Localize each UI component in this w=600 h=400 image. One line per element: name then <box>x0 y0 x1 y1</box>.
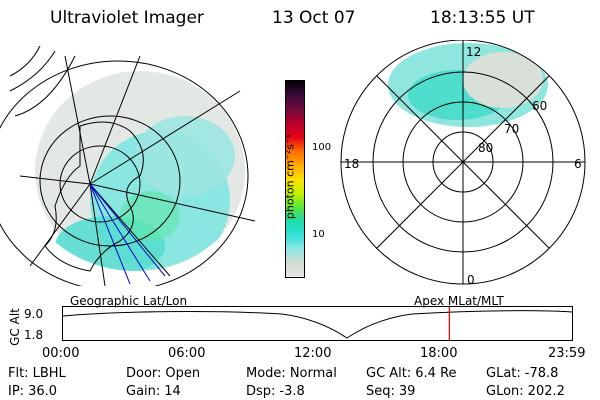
altitude-plot <box>62 306 573 341</box>
apex-label: Apex MLat/MLT <box>414 294 504 308</box>
mlat-label-70: 70 <box>504 122 519 136</box>
mlt-label-0: 0 <box>467 273 475 287</box>
geographic-map <box>0 45 256 286</box>
polar-plot: 12 18 6 0 60 70 80 <box>340 40 586 287</box>
colorbar-tick-100: 100 <box>312 142 332 153</box>
map-grid <box>0 45 256 286</box>
time-tick-0000: 00:00 <box>42 346 80 361</box>
altitude-frame <box>62 306 573 341</box>
glon-info: GLon: 202.2 <box>486 384 565 399</box>
mlat-label-80: 80 <box>478 141 493 155</box>
mode-info: Mode: Normal <box>246 366 337 381</box>
polar-aurora <box>388 43 548 127</box>
instrument-title: Ultraviolet Imager <box>50 8 204 28</box>
mlt-label-6: 6 <box>574 157 582 171</box>
glat-info: GLat: -78.8 <box>486 366 559 381</box>
seq-info: Seq: 39 <box>366 384 416 399</box>
mlt-label-12: 12 <box>466 45 481 59</box>
polar-grid <box>340 40 586 285</box>
time-tick-1800: 18:00 <box>420 346 458 361</box>
time-tick-1200: 12:00 <box>294 346 332 361</box>
mlt-label-18: 18 <box>344 157 359 171</box>
mlat-label-60: 60 <box>532 99 547 113</box>
ip-info: IP: 36.0 <box>8 384 58 399</box>
altitude-curve <box>62 310 573 339</box>
dsp-info: Dsp: -3.8 <box>246 384 305 399</box>
time-tick-0600: 06:00 <box>168 346 206 361</box>
time-tick-2359: 23:59 <box>548 346 586 361</box>
footprint-lines <box>89 183 166 285</box>
gain-info: Gain: 14 <box>126 384 181 399</box>
date-label: 13 Oct 07 <box>272 8 356 28</box>
door-info: Door: Open <box>126 366 201 381</box>
gc-alt-info: GC Alt: 6.4 Re <box>366 366 457 381</box>
colorbar <box>285 80 305 278</box>
altitude-tick-high: 9.0 <box>24 307 44 321</box>
geographic-label: Geographic Lat/Lon <box>70 294 188 308</box>
colorbar-units: photon cm⁻²s⁻¹ <box>283 133 297 220</box>
altitude-tick-low: 1.8 <box>24 328 44 342</box>
time-label: 18:13:55 UT <box>430 8 535 28</box>
colorbar-tick-10: 10 <box>312 229 325 240</box>
altitude-axis-label: GC Alt <box>8 308 22 346</box>
filter-info: Flt: LBHL <box>8 366 66 381</box>
